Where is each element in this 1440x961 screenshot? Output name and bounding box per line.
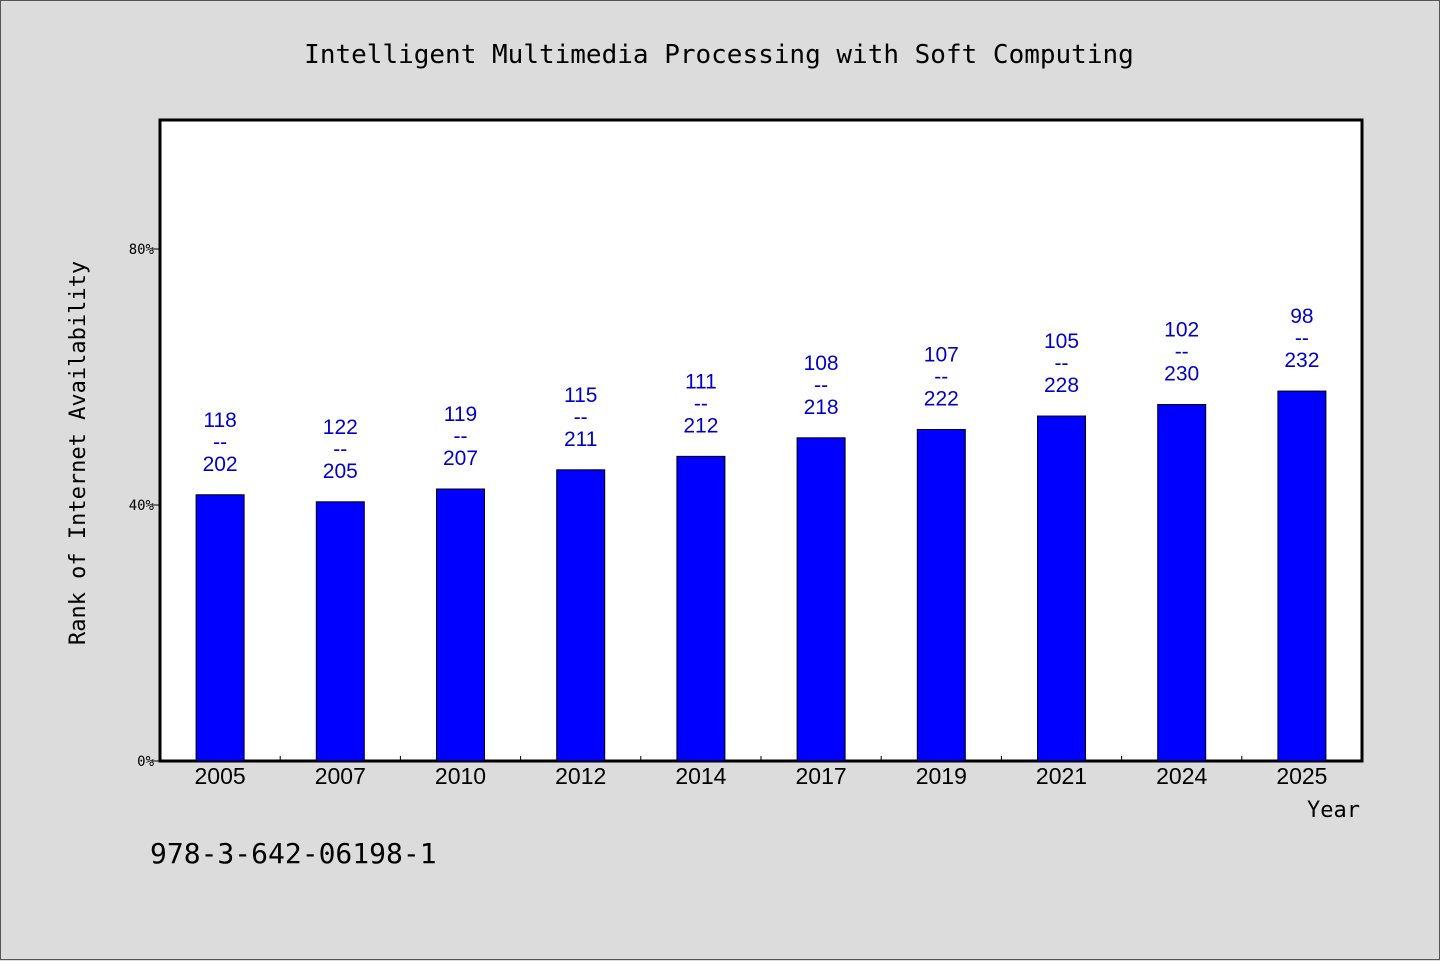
data-label-top-2007: 122 <box>323 416 358 439</box>
data-label-top-2019: 107 <box>924 343 959 366</box>
data-label-bottom-2019: 222 <box>924 387 959 410</box>
data-label-sep-2007: -- <box>333 438 347 461</box>
y-tick-label: 80% <box>129 242 155 258</box>
data-label-top-2014: 111 <box>685 370 717 393</box>
data-label-bottom-2005: 202 <box>203 453 238 476</box>
bar-2010 <box>436 488 485 762</box>
bar-2025 <box>1277 390 1327 762</box>
y-tick-label: 0% <box>137 754 154 770</box>
x-tick-label-2024: 2024 <box>1156 763 1207 789</box>
data-label-bottom-2007: 205 <box>323 460 358 483</box>
bar-2017 <box>796 437 846 762</box>
x-tick-label-2007: 2007 <box>315 763 366 789</box>
x-tick-label-2025: 2025 <box>1276 763 1327 789</box>
bar-2021 <box>1037 415 1086 762</box>
data-label-sep-2012: -- <box>574 406 588 429</box>
x-tick-label-2005: 2005 <box>195 763 246 789</box>
x-tick-label-2019: 2019 <box>916 763 967 789</box>
bar-2019 <box>916 428 966 762</box>
x-tick-label-2021: 2021 <box>1036 763 1087 789</box>
data-label-top-2012: 115 <box>564 384 597 407</box>
bar-2005 <box>195 494 245 762</box>
y-axis: 0% 40% 80% <box>129 242 160 770</box>
y-axis-label: Rank of Internet Availability <box>66 261 91 645</box>
data-label-top-2021: 105 <box>1044 330 1079 353</box>
x-tick-label-2010: 2010 <box>435 763 486 789</box>
data-label-sep-2019: -- <box>934 365 948 388</box>
data-label-sep-2014: -- <box>694 392 708 415</box>
data-label-top-2017: 108 <box>804 352 839 375</box>
x-tick-label-2012: 2012 <box>555 763 606 789</box>
bar-2024 <box>1157 404 1207 762</box>
data-labels-group: 118--202122--205119--207115--211111--212… <box>203 305 1320 483</box>
data-label-sep-2017: -- <box>814 374 828 397</box>
data-label-sep-2010: -- <box>454 425 468 448</box>
data-label-bottom-2021: 228 <box>1044 374 1079 397</box>
data-label-bottom-2014: 212 <box>683 414 718 437</box>
data-label-sep-2021: -- <box>1055 352 1069 375</box>
bars-group <box>195 390 1327 762</box>
y-tick-label: 40% <box>129 498 155 514</box>
bar-2007 <box>315 501 365 762</box>
chart-title: Intelligent Multimedia Processing with S… <box>304 40 1134 70</box>
data-label-bottom-2010: 207 <box>443 447 478 470</box>
data-label-sep-2005: -- <box>213 431 227 454</box>
data-label-top-2005: 118 <box>203 409 236 432</box>
isbn-footer: 978-3-642-06198-1 <box>150 837 437 870</box>
x-tick-label-2014: 2014 <box>675 763 726 789</box>
x-tick-label-2017: 2017 <box>796 763 847 789</box>
x-axis: 2005 2007 2010 2012 2014 2017 2019 2021 2024 2025 <box>195 756 1327 789</box>
data-label-sep-2024: -- <box>1175 341 1189 364</box>
data-label-bottom-2017: 218 <box>804 396 839 419</box>
data-label-bottom-2025: 232 <box>1284 349 1319 372</box>
bar-2012 <box>556 469 606 762</box>
data-label-sep-2025: -- <box>1295 327 1309 350</box>
data-label-top-2010: 119 <box>444 403 477 426</box>
data-label-top-2024: 102 <box>1164 319 1199 342</box>
x-axis-label: Year <box>1307 798 1360 823</box>
data-label-top-2025: 98 <box>1290 305 1313 328</box>
data-label-bottom-2012: 211 <box>564 428 597 451</box>
data-label-bottom-2024: 230 <box>1164 363 1199 386</box>
bar-2014 <box>676 455 726 762</box>
